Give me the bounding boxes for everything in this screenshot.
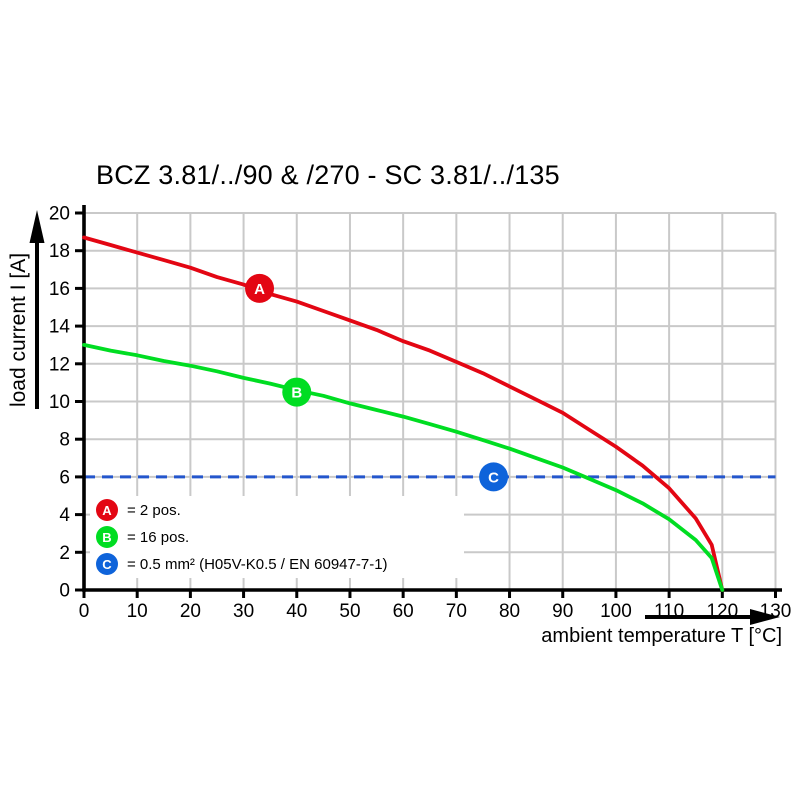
y-tick-label: 16 [49, 279, 70, 300]
x-tick-label: 50 [339, 601, 360, 622]
y-tick-label: 8 [59, 430, 70, 451]
legend: A = 2 pos. B = 16 pos. C = 0.5 mm² (H05V… [90, 496, 464, 578]
y-tick-label: 4 [59, 505, 70, 526]
y-tick-label: 12 [49, 354, 70, 375]
legend-item-wire: C = 0.5 mm² (H05V-K0.5 / EN 60947-7-1) [90, 551, 464, 577]
y-tick-label: 14 [49, 317, 71, 338]
x-tick-label: 100 [600, 601, 632, 622]
curve-marker-letter: A [254, 281, 265, 298]
legend-marker-c-icon: C [96, 553, 118, 575]
chart-title: BCZ 3.81/../90 & /270 - SC 3.81/../135 [96, 160, 560, 190]
y-tick-label: 18 [49, 241, 70, 262]
y-tick-label: 20 [49, 204, 70, 225]
x-tick-label: 70 [446, 601, 467, 622]
legend-item-2pos: A = 2 pos. [90, 497, 464, 523]
x-tick-label: 80 [499, 601, 520, 622]
y-tick-label: 2 [59, 543, 70, 564]
x-tick-label: 0 [79, 601, 90, 622]
legend-item-label: = 16 pos. [127, 528, 190, 546]
y-tick-label: 6 [59, 467, 70, 488]
curve-marker-a [245, 273, 275, 303]
curve-16pos [82, 343, 725, 592]
legend-item-label: = 2 pos. [127, 501, 181, 519]
y-tick-label: 0 [59, 581, 70, 602]
curve-2pos [82, 235, 725, 592]
legend-marker-a-icon: A [96, 499, 118, 521]
legend-item-16pos: B = 16 pos. [90, 524, 464, 550]
x-tick-label: 30 [233, 601, 254, 622]
curve-marker-letter: C [488, 469, 499, 486]
curve-marker-b [282, 377, 312, 407]
legend-marker-b-icon: B [96, 526, 118, 548]
legend-item-label: = 0.5 mm² (H05V-K0.5 / EN 60947-7-1) [127, 555, 388, 573]
curve-marker-letter: B [291, 385, 302, 402]
x-axis-label: ambient temperature T [°C] [541, 625, 782, 647]
y-axis-label: load current I [A] [7, 252, 30, 408]
curve-marker-c [479, 462, 509, 492]
x-tick-label: 10 [127, 601, 148, 622]
x-tick-label: 60 [393, 601, 414, 622]
x-tick-label: 90 [552, 601, 573, 622]
y-tick-label: 10 [49, 392, 70, 413]
x-tick-label: 40 [286, 601, 307, 622]
x-tick-label: 20 [180, 601, 201, 622]
y-axis-arrowhead-icon [29, 210, 45, 243]
x-axis-arrowhead-icon [750, 609, 780, 625]
